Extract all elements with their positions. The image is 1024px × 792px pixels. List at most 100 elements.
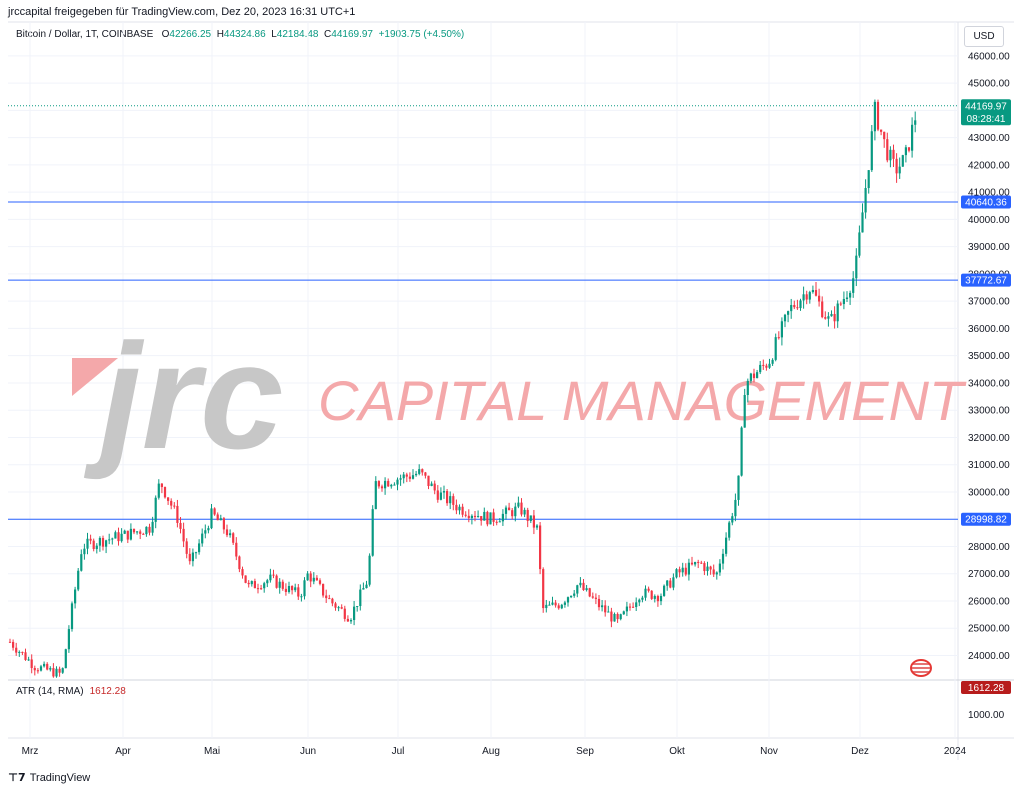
candle-body: [399, 478, 402, 480]
open-label: O: [161, 29, 170, 40]
candle-body: [83, 548, 86, 555]
candle-body: [229, 533, 232, 536]
candle-body: [511, 510, 514, 517]
candle-body: [408, 476, 411, 479]
candle-body: [337, 607, 340, 609]
candle-body: [325, 595, 328, 599]
currency-button[interactable]: USD: [964, 26, 1004, 47]
candle-body: [480, 516, 483, 521]
price-tick-label: 28000.00: [968, 542, 1010, 553]
candle-body: [523, 509, 526, 515]
candle-body: [715, 572, 718, 575]
candle-body: [740, 427, 743, 476]
candle-body: [77, 570, 80, 590]
candle-body: [353, 606, 356, 621]
candle-body: [504, 507, 508, 514]
candle-body: [501, 513, 504, 522]
price-tick-label: 46000.00: [968, 51, 1010, 62]
candle-body: [864, 188, 867, 213]
candle-body: [703, 563, 706, 572]
watermark-logo-mark: [72, 358, 118, 396]
candle-body: [718, 563, 721, 573]
time-tick-label: Apr: [115, 746, 131, 757]
candle-body: [61, 668, 64, 673]
candle-body: [182, 528, 185, 542]
candle-body: [901, 155, 904, 167]
tradingview-footer[interactable]: ⊤7 TradingView: [8, 771, 90, 784]
candle-body: [526, 509, 529, 521]
change-value: +1903.75 (+4.50%): [378, 29, 465, 40]
candle-body: [818, 295, 821, 302]
price-tick-label: 40000.00: [968, 215, 1010, 226]
us-flag-icon[interactable]: [910, 659, 932, 677]
candle-body: [67, 629, 70, 650]
time-tick-label: Dez: [851, 746, 869, 757]
candle-body: [297, 587, 300, 597]
candle-body: [498, 521, 501, 523]
candle-body: [858, 232, 861, 256]
atr-value: 1612.28: [89, 686, 126, 697]
candle-body: [52, 668, 55, 677]
candle-body: [644, 588, 647, 598]
candle-body: [573, 593, 576, 596]
candle-body: [117, 532, 120, 542]
high-label: H: [216, 29, 224, 40]
candle-body: [756, 372, 759, 379]
candle-body: [126, 530, 129, 540]
candle-body: [579, 582, 582, 586]
candle-body: [8, 641, 12, 643]
candle-body: [359, 589, 362, 607]
watermark: jrc CAPITAL MANAGEMENT: [72, 312, 967, 480]
candle-body: [374, 481, 377, 510]
candle-body: [455, 504, 458, 511]
candle-body: [101, 537, 105, 547]
candle-body: [188, 553, 191, 562]
candle-body: [424, 472, 427, 476]
candle-body: [535, 525, 539, 528]
candle-body: [731, 516, 734, 523]
candle-body: [489, 512, 492, 525]
candle-body: [743, 395, 746, 428]
candle-body: [635, 602, 638, 608]
candle-body: [145, 526, 148, 535]
candle-body: [343, 608, 346, 619]
candle-body: [15, 647, 18, 653]
watermark-logo-text: jrc: [83, 312, 283, 480]
candle-body: [532, 515, 535, 528]
candle-body: [151, 521, 154, 533]
level-badge-3-bg: [961, 512, 1011, 526]
price-axis: 24000.00 25000.00 26000.00 27000.00 28000.00…: [968, 51, 1010, 721]
candle-body: [638, 599, 641, 603]
candle-body: [830, 313, 833, 317]
candle-body: [421, 469, 424, 473]
candle-body: [278, 581, 281, 588]
last-price-badge-countdown: 08:28:41: [967, 114, 1006, 125]
candle-body: [585, 588, 588, 591]
price-tick-label: 36000.00: [968, 324, 1010, 335]
level-badge-1-bg: [961, 195, 1011, 209]
candle-body: [566, 597, 570, 603]
candle-body: [201, 533, 204, 544]
candle-body: [576, 585, 579, 594]
candle-body: [142, 533, 145, 535]
candle-body: [796, 307, 799, 309]
price-badges: 44169.97 08:28:41 40640.36 37772.67 28998.82…: [961, 99, 1011, 694]
candle-body: [225, 529, 229, 536]
candle-body: [802, 294, 805, 301]
candle-body: [678, 569, 681, 573]
candle-body: [92, 540, 95, 550]
candle-body: [269, 574, 272, 581]
candle-body: [222, 518, 225, 530]
candle-body: [483, 511, 486, 521]
candle-body: [411, 475, 415, 479]
time-tick-label: Jun: [300, 746, 316, 757]
publisher-caption: jrccapital freigegeben für TradingView.c…: [8, 6, 356, 18]
candle-body: [436, 490, 439, 500]
candle-body: [777, 337, 780, 339]
candle-body: [287, 586, 291, 592]
atr-badge: 1612.28: [968, 683, 1005, 694]
candle-body: [294, 587, 297, 591]
candle-body: [495, 521, 498, 523]
candle-body: [570, 595, 573, 598]
